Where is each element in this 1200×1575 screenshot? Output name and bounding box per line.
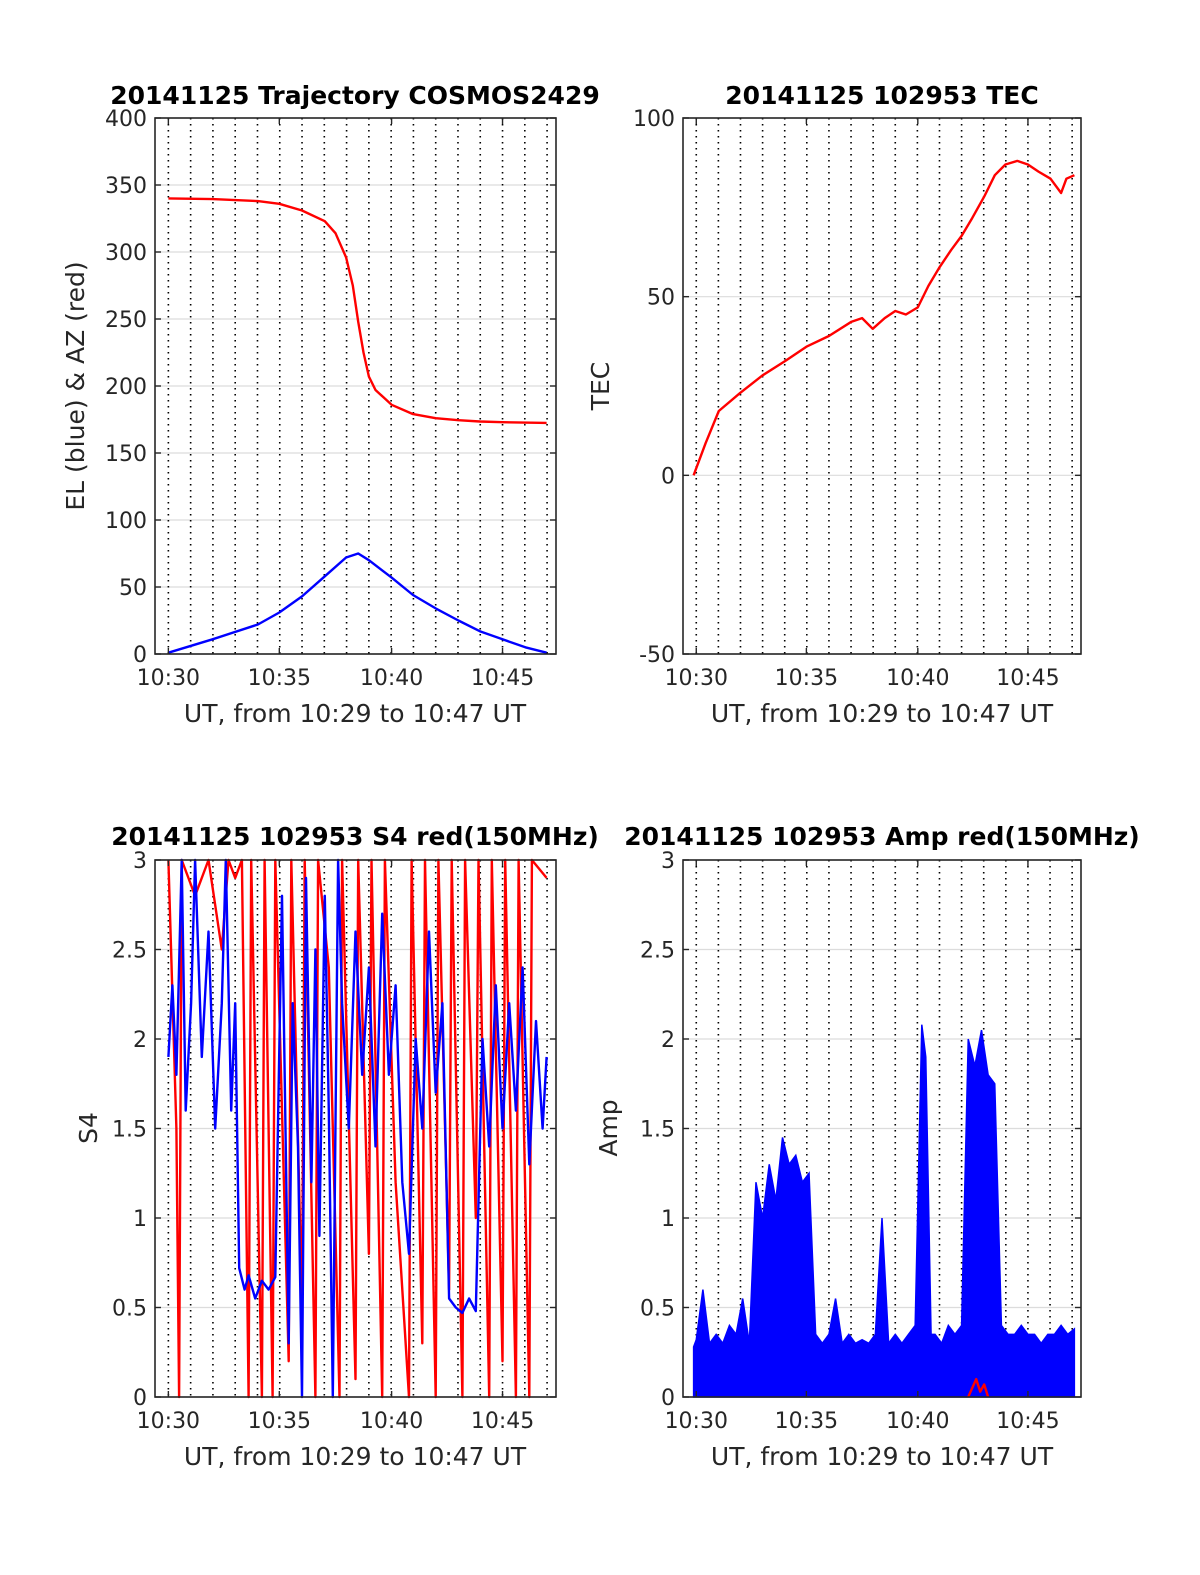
x-tick-label: 10:40 [886,666,949,691]
series-line-0 [967,1377,990,1398]
trajectory-title: 20141125 Trajectory COSMOS2429 [110,81,600,110]
y-tick-label: 350 [105,174,147,199]
y-tick-label: 2.5 [640,939,675,964]
x-tick-label: 10:30 [665,666,728,691]
x-tick-label: 10:30 [665,1409,728,1434]
x-tick-label: 10:35 [775,1409,838,1434]
amp-band [692,1024,1076,1398]
s4-x-label: UT, from 10:29 to 10:47 UT [184,1442,527,1471]
x-tick-label: 10:45 [471,1409,534,1434]
amp-x-label: UT, from 10:29 to 10:47 UT [711,1442,1054,1471]
x-tick-label: 10:35 [248,1409,311,1434]
x-tick-label: 10:35 [775,666,838,691]
trajectory-x-label: UT, from 10:29 to 10:47 UT [184,699,527,728]
y-tick-label: 3 [661,849,675,874]
x-tick-label: 10:30 [137,1409,200,1434]
y-tick-label: 300 [105,241,147,266]
y-tick-label: 2 [133,1028,147,1053]
s4-y-label: S4 [74,1112,103,1144]
y-tick-label: 1.5 [112,1118,147,1143]
x-tick-label: 10:30 [137,666,200,691]
series-line-1 [167,858,548,1399]
y-tick-label: 1 [133,1207,147,1232]
y-tick-label: 2.5 [112,939,147,964]
tec-panel: 20141125 102953 TEC UT, from 10:29 to 10… [586,81,1082,728]
x-tick-label: 10:45 [471,666,534,691]
y-tick-label: 200 [105,375,147,400]
s4-panel: 20141125 102953 S4 red(150MHz) UT, from … [74,822,599,1471]
y-tick-label: -50 [639,643,675,668]
y-tick-label: 250 [105,308,147,333]
tec-x-label: UT, from 10:29 to 10:47 UT [711,699,1054,728]
x-tick-label: 10:40 [360,666,423,691]
y-tick-label: 50 [119,576,147,601]
trajectory-y-label: EL (blue) & AZ (red) [61,261,90,510]
y-tick-label: 1 [661,1207,675,1232]
x-tick-label: 10:35 [248,666,311,691]
y-tick-label: 100 [633,107,675,132]
y-tick-label: 0.5 [112,1297,147,1322]
x-tick-label: 10:45 [996,666,1059,691]
x-tick-label: 10:45 [996,1409,1059,1434]
y-tick-label: 1.5 [640,1118,675,1143]
y-tick-label: 3 [133,849,147,874]
s4-title: 20141125 102953 S4 red(150MHz) [111,822,599,851]
y-tick-label: 0 [133,643,147,668]
series-line-1 [168,552,547,654]
tec-y-label: TEC [586,362,615,412]
y-tick-label: 150 [105,442,147,467]
y-tick-label: 0 [661,1386,675,1411]
axes-box [682,117,1082,655]
y-tick-label: 0.5 [640,1297,675,1322]
y-tick-label: 400 [105,107,147,132]
y-tick-label: 0 [661,464,675,489]
y-tick-label: 2 [661,1028,675,1053]
tec-title: 20141125 102953 TEC [725,81,1038,110]
amp-panel: 20141125 102953 Amp red(150MHz) UT, from… [594,822,1140,1471]
y-tick-label: 100 [105,509,147,534]
amp-y-label: Amp [594,1099,623,1156]
y-tick-label: 50 [647,286,675,311]
series-line-0 [692,159,1075,476]
x-tick-label: 10:40 [886,1409,949,1434]
amp-title: 20141125 102953 Amp red(150MHz) [624,822,1140,851]
y-tick-label: 0 [133,1386,147,1411]
trajectory-panel: 20141125 Trajectory COSMOS2429 UT, from … [61,81,600,728]
series-line-0 [168,197,547,425]
plot-area [683,118,1081,654]
x-tick-label: 10:40 [360,1409,423,1434]
